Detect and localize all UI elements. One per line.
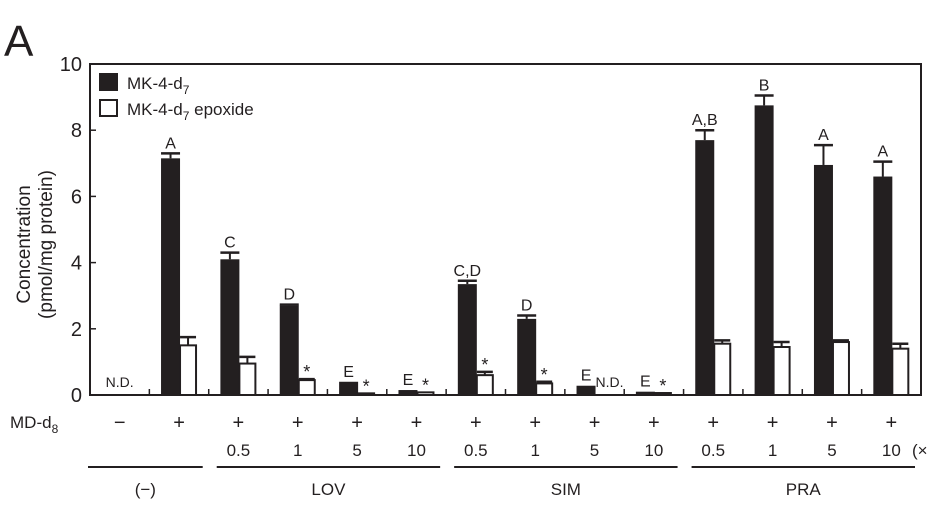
md-d8-sign: +: [529, 412, 541, 434]
dose-unit-label: (×: [912, 441, 928, 460]
bar-mk4-d7: [279, 305, 299, 395]
bar-mk4-d7: [457, 284, 477, 395]
bar-annotation: E: [581, 368, 592, 385]
bar-annotation: A,B: [692, 112, 718, 129]
y-tick-label: 4: [71, 253, 82, 275]
md-d8-sign: +: [233, 412, 245, 434]
dose-label: 0.5: [227, 441, 251, 460]
dose-label: 1: [768, 441, 777, 460]
md-d8-sign: +: [173, 412, 185, 434]
y-tick-label: 6: [71, 186, 82, 208]
legend-label: MK-4-d7: [127, 74, 190, 97]
dose-label: 10: [407, 441, 426, 460]
plot-area: 0 2 4 6 8 10 Concentration (pmol/mg protein) MK-…: [10, 54, 928, 499]
significance-asterisk: *: [363, 376, 370, 396]
md-d8-sign: +: [707, 412, 719, 434]
bar-annotation: A: [818, 127, 829, 144]
md-d8-sign: +: [767, 412, 779, 434]
group-label: LOV: [311, 480, 346, 499]
bar-mk4-d7: [635, 391, 655, 395]
bar-annotation: B: [759, 77, 770, 94]
bar-annotation: C,D: [454, 263, 482, 280]
dose-label: 5: [590, 441, 599, 460]
bar-mk4-d7: [339, 381, 359, 395]
md-d8-sign: −: [114, 412, 126, 434]
bar-mk4-d7: [873, 176, 893, 395]
legend-label: MK-4-d7 epoxide: [127, 100, 254, 123]
significance-asterisk: *: [659, 376, 666, 396]
dose-label: 5: [827, 441, 836, 460]
bar-annotation: D: [283, 287, 295, 304]
dose-label: 5: [352, 441, 361, 460]
bar-mk4-d7: [161, 158, 181, 395]
bar-mk4-d7-epoxide: [891, 347, 910, 397]
bar-mk4-d7-epoxide: [713, 342, 732, 397]
bar-mk4-d7: [517, 318, 537, 395]
bar-mk4-d7: [695, 140, 715, 395]
md-d8-sign: +: [589, 412, 601, 434]
md-d8-sign: +: [411, 412, 423, 434]
dose-label: 0.5: [701, 441, 725, 460]
dose-label: 10: [644, 441, 663, 460]
group-label: SIM: [551, 480, 581, 499]
panel-label: A: [4, 17, 34, 66]
y-tick-label: 8: [71, 120, 82, 142]
bar-annotation: D: [521, 298, 533, 315]
bar-mk4-d7-epoxide: [535, 382, 554, 397]
md-d8-sign: +: [648, 412, 660, 434]
bar-mk4-d7-epoxide: [772, 346, 791, 397]
bar-annotation: C: [224, 235, 236, 252]
bar-mk4-d7-epoxide: [831, 341, 850, 397]
bar-mk4-d7: [398, 390, 418, 395]
y-tick-label: 10: [60, 54, 82, 76]
bar-annotation: E: [343, 364, 354, 381]
md-d8-sign: +: [470, 412, 482, 434]
y-axis-title-line1: Concentration: [14, 185, 35, 303]
bar-mk4-d7: [754, 105, 774, 395]
dose-label: 1: [293, 441, 302, 460]
bar-mk4-d7-epoxide: [653, 392, 672, 397]
dose-label: 0.5: [464, 441, 488, 460]
bar-mk4-d7: [576, 385, 596, 395]
legend-swatch: [99, 73, 118, 91]
md-d8-row-label: MD-d8: [10, 413, 59, 436]
md-d8-sign: +: [292, 412, 304, 434]
y-axis-title-line2: (pmol/mg protein): [36, 170, 57, 319]
bar-annotation: E: [403, 372, 414, 389]
bar-annotation: A: [165, 135, 176, 152]
significance-asterisk: *: [481, 355, 488, 375]
bar-mk4-d7-epoxide: [297, 379, 316, 397]
group-label: PRA: [786, 480, 822, 499]
dose-label: 1: [530, 441, 539, 460]
significance-asterisk: *: [541, 365, 548, 385]
significance-asterisk: *: [303, 362, 310, 382]
legend-swatch: [99, 99, 118, 117]
bar-mk4-d7-epoxide: [357, 392, 376, 397]
bar-mk4-d7: [220, 259, 240, 395]
bar-mk4-d7-epoxide: [416, 391, 435, 396]
bar-annotation-nd: N.D.: [106, 374, 134, 390]
bar-annotation: E: [640, 374, 651, 391]
y-tick-label: 2: [71, 319, 82, 341]
dose-label: 10: [882, 441, 901, 460]
y-tick-label: 0: [71, 385, 82, 407]
bar-mk4-d7-epoxide: [238, 362, 257, 396]
bar-mk4-d7: [813, 164, 833, 395]
bar-annotation: A: [877, 144, 888, 161]
md-d8-sign: +: [351, 412, 363, 434]
md-d8-sign: +: [826, 412, 838, 434]
group-label: (−): [135, 480, 156, 499]
bar-mk4-d7-epoxide: [475, 374, 494, 397]
bar-mk4-d7-epoxide: [179, 344, 198, 397]
md-d8-sign: +: [885, 412, 897, 434]
significance-asterisk: *: [422, 375, 429, 395]
bar-annotation-nd: N.D.: [596, 374, 624, 390]
